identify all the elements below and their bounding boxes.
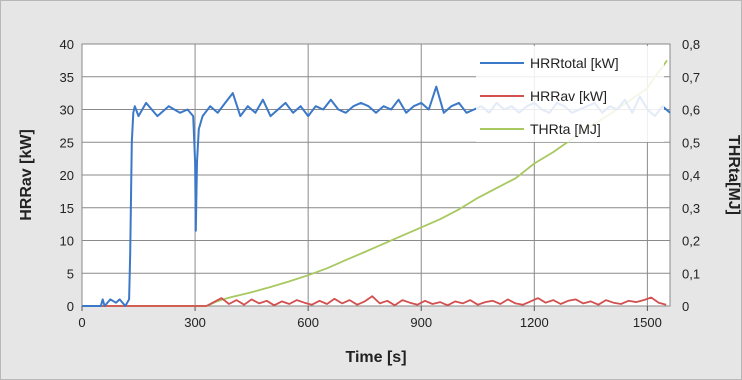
legend-label-hrrtotal: HRRtotal [kW] [530,55,619,71]
legend: HRRtotal [kW] HRRav [kW] THRta [MJ] [476,46,664,142]
y-right-tick-label: 0,5 [682,135,700,150]
legend-label-hrrav: HRRav [kW] [530,88,607,104]
y-left-tick-label: 40 [60,37,74,52]
x-tick-label: 300 [184,315,206,330]
y-left-tick-label: 30 [60,103,74,118]
y-right-tick-label: 0,1 [682,266,700,281]
y-right-tick-label: 0,6 [682,103,700,118]
y-axis-right-title: THRta[MJ] [725,135,742,215]
y-left-tick-label: 0 [67,299,74,314]
y-right-tick-label: 0,7 [682,70,700,85]
x-tick-label: 1200 [520,315,549,330]
y-left-tick-label: 20 [60,168,74,183]
y-right-tick-label: 0,2 [682,234,700,249]
y-left-tick-label: 15 [60,201,74,216]
legend-label-thrta: THRta [MJ] [530,121,601,137]
y-left-tick-label: 10 [60,234,74,249]
y-right-tick-label: 0,8 [682,37,700,52]
y-left-tick-label: 5 [67,266,74,281]
y-left-tick-label: 35 [60,70,74,85]
y-axis-left-title: HRRav [kW] [18,129,35,221]
y-left-tick-label: 25 [60,135,74,150]
y-right-tick-label: 0 [682,299,689,314]
x-axis-title: Time [s] [345,349,406,366]
grid [82,44,670,306]
x-tick-label: 0 [78,315,85,330]
x-tick-label: 1500 [633,315,662,330]
y-right-tick-label: 0,4 [682,168,700,183]
y-right-tick-label: 0,3 [682,201,700,216]
series-line-hrrav [82,295,667,307]
x-tick-label: 600 [297,315,319,330]
ticks: 0 5 10 15 20 25 30 35 40 0 0,1 0,2 0,3 0,4 0,5 0,6 0,7 0,… [60,37,701,330]
x-tick-label: 900 [410,315,432,330]
